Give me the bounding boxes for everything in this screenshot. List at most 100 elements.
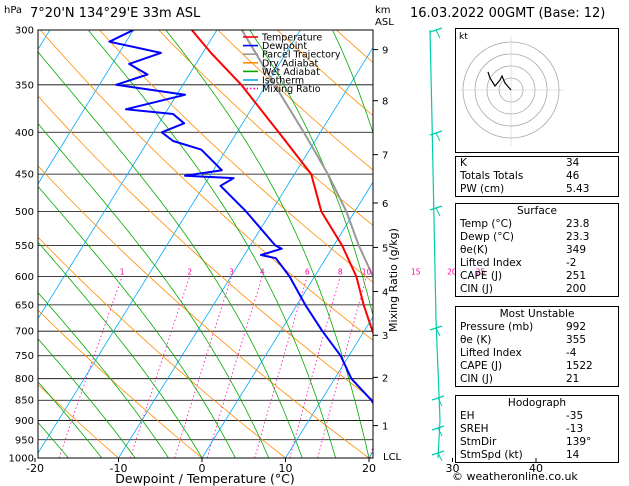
- wet-adiabat-line: [165, 30, 370, 458]
- table-title: Surface: [516, 205, 557, 217]
- temperature-tick-label: -20: [26, 462, 44, 475]
- row-key: PW (cm): [460, 183, 505, 195]
- isotherm-line: [38, 30, 301, 454]
- mixing-ratio-line: [289, 276, 341, 458]
- wind-barb-feather: [435, 327, 441, 337]
- row-value: 23.3: [566, 231, 590, 243]
- mixing-ratio-axis-title: Mixing Ratio (g/kg): [387, 228, 400, 332]
- isotherm-line: [38, 30, 218, 320]
- mixing-ratio-label: 8: [338, 267, 343, 276]
- km-asl-label-line: km: [375, 5, 391, 16]
- wind-profile-line: [429, 29, 441, 459]
- row-value: 355: [566, 334, 587, 346]
- hodograph-kt-label: kt: [459, 32, 468, 42]
- table-row: Totals Totals 46: [456, 170, 618, 183]
- row-value: 992: [566, 321, 587, 333]
- row-value: 349: [566, 244, 587, 256]
- wet-adiabat-line: [38, 51, 303, 458]
- location-title: 7°20'N 134°29'E 33m ASL: [30, 6, 201, 21]
- km-tick-label: 9: [382, 46, 388, 57]
- row-key: θe(K): [460, 244, 488, 256]
- temperature-tick-label: 0: [199, 462, 206, 475]
- mixing-ratio-label: 25: [476, 267, 486, 276]
- pressure-tick-label: 750: [15, 351, 34, 362]
- isotherm-line: [38, 30, 134, 185]
- km-asl-label-line: ASL: [375, 17, 394, 28]
- pressure-tick-label: 1000: [9, 454, 34, 465]
- table-row: Temp (°C) 23.8: [456, 218, 618, 231]
- temperature-tick-label: -10: [110, 462, 128, 475]
- row-key: SREH: [460, 423, 489, 435]
- row-value: 1522: [566, 360, 593, 372]
- km-tick-label: 2: [382, 373, 388, 384]
- km-tick-label: 8: [382, 97, 388, 108]
- mixing-ratio-label: 2: [187, 267, 192, 276]
- mixing-ratio-line: [58, 276, 123, 458]
- km-tick-label: 4: [382, 287, 388, 298]
- hodograph-trace: [487, 71, 512, 91]
- wind-barb-feather: [437, 397, 443, 407]
- km-tick-label: 7: [382, 151, 388, 162]
- mixing-ratio-label: 3: [229, 267, 234, 276]
- row-value: 21: [566, 373, 580, 385]
- wet-adiabat-line: [38, 241, 203, 458]
- row-key: CIN (J): [460, 373, 493, 385]
- pressure-tick-label: 850: [15, 396, 34, 407]
- km-tick-label: 5: [382, 243, 388, 254]
- dewpoint-profile: [108, 30, 373, 405]
- pressure-tick-label: 450: [15, 170, 34, 181]
- wet-adiabat-line: [38, 292, 169, 458]
- legend-entry: Temperature: [261, 33, 322, 44]
- row-value: 14: [566, 449, 580, 461]
- mixing-ratio-label: 1: [120, 267, 125, 276]
- mixing-ratio-label: 4: [260, 267, 265, 276]
- row-value: 200: [566, 283, 587, 295]
- mixing-ratio-label: 15: [411, 267, 421, 276]
- lcl-label: LCL: [383, 452, 402, 463]
- row-value: 23.8: [566, 218, 590, 230]
- wind-barb-feather: [435, 207, 441, 217]
- table-row: CAPE (J) 1522: [456, 360, 618, 373]
- row-value: 5.43: [566, 183, 590, 195]
- temperature-tick-label: 10: [279, 462, 293, 475]
- x-axis-title: Dewpoint / Temperature (°C): [115, 471, 294, 486]
- row-key: Lifted Index: [460, 257, 522, 269]
- table-row: Pressure (mb) 992: [456, 321, 618, 334]
- wet-adiabat-line: [249, 30, 373, 317]
- legend-entry: Wet Adiabat: [262, 67, 320, 78]
- wind-barb-feather: [435, 132, 441, 142]
- temperature-tick-label: 20: [362, 462, 376, 475]
- mixing-ratio-line: [317, 276, 367, 458]
- row-key: CAPE (J): [460, 270, 503, 282]
- pressure-tick-label: 900: [15, 416, 34, 427]
- row-value: 139°: [566, 436, 592, 448]
- wind-barb-feather: [435, 29, 441, 39]
- pressure-tick-label: 400: [15, 128, 34, 139]
- copyright: © weatheronline.co.uk: [452, 470, 578, 483]
- pressure-tick-label: 800: [15, 374, 34, 385]
- row-key: Lifted Index: [460, 347, 522, 359]
- mixing-ratio-label: 20: [447, 267, 457, 276]
- legend-entry: Dry Adiabat: [262, 58, 319, 69]
- surface-table: Surface Temp (°C) 23.8 Dewp (°C) 23.3 θe(K) 34…: [455, 203, 619, 297]
- mixing-ratio-line: [129, 276, 191, 458]
- table-title: Hodograph: [507, 397, 567, 409]
- row-key: θe (K): [460, 334, 492, 346]
- row-value: -4: [566, 347, 577, 359]
- dry-adiabat-line: [38, 309, 203, 458]
- dry-adiabat-line: [217, 30, 373, 171]
- table-row: Dewp (°C) 23.3: [456, 231, 618, 244]
- mixing-ratio-line: [408, 276, 452, 458]
- temperature-tick-label: 40: [529, 462, 543, 475]
- row-key: K: [460, 157, 467, 169]
- pressure-tick-label: 650: [15, 300, 34, 311]
- row-value: 46: [566, 170, 580, 182]
- table-row: Lifted Index -4: [456, 347, 618, 360]
- table-row: EH -35: [456, 410, 618, 423]
- km-tick-label: 1: [382, 422, 388, 433]
- mixing-ratio-line: [206, 276, 263, 458]
- hodograph-table: Hodograph EH -35 SREH -13 StmDir 139° StmSpd (k…: [455, 395, 619, 463]
- hpa-label: hPa: [4, 5, 22, 16]
